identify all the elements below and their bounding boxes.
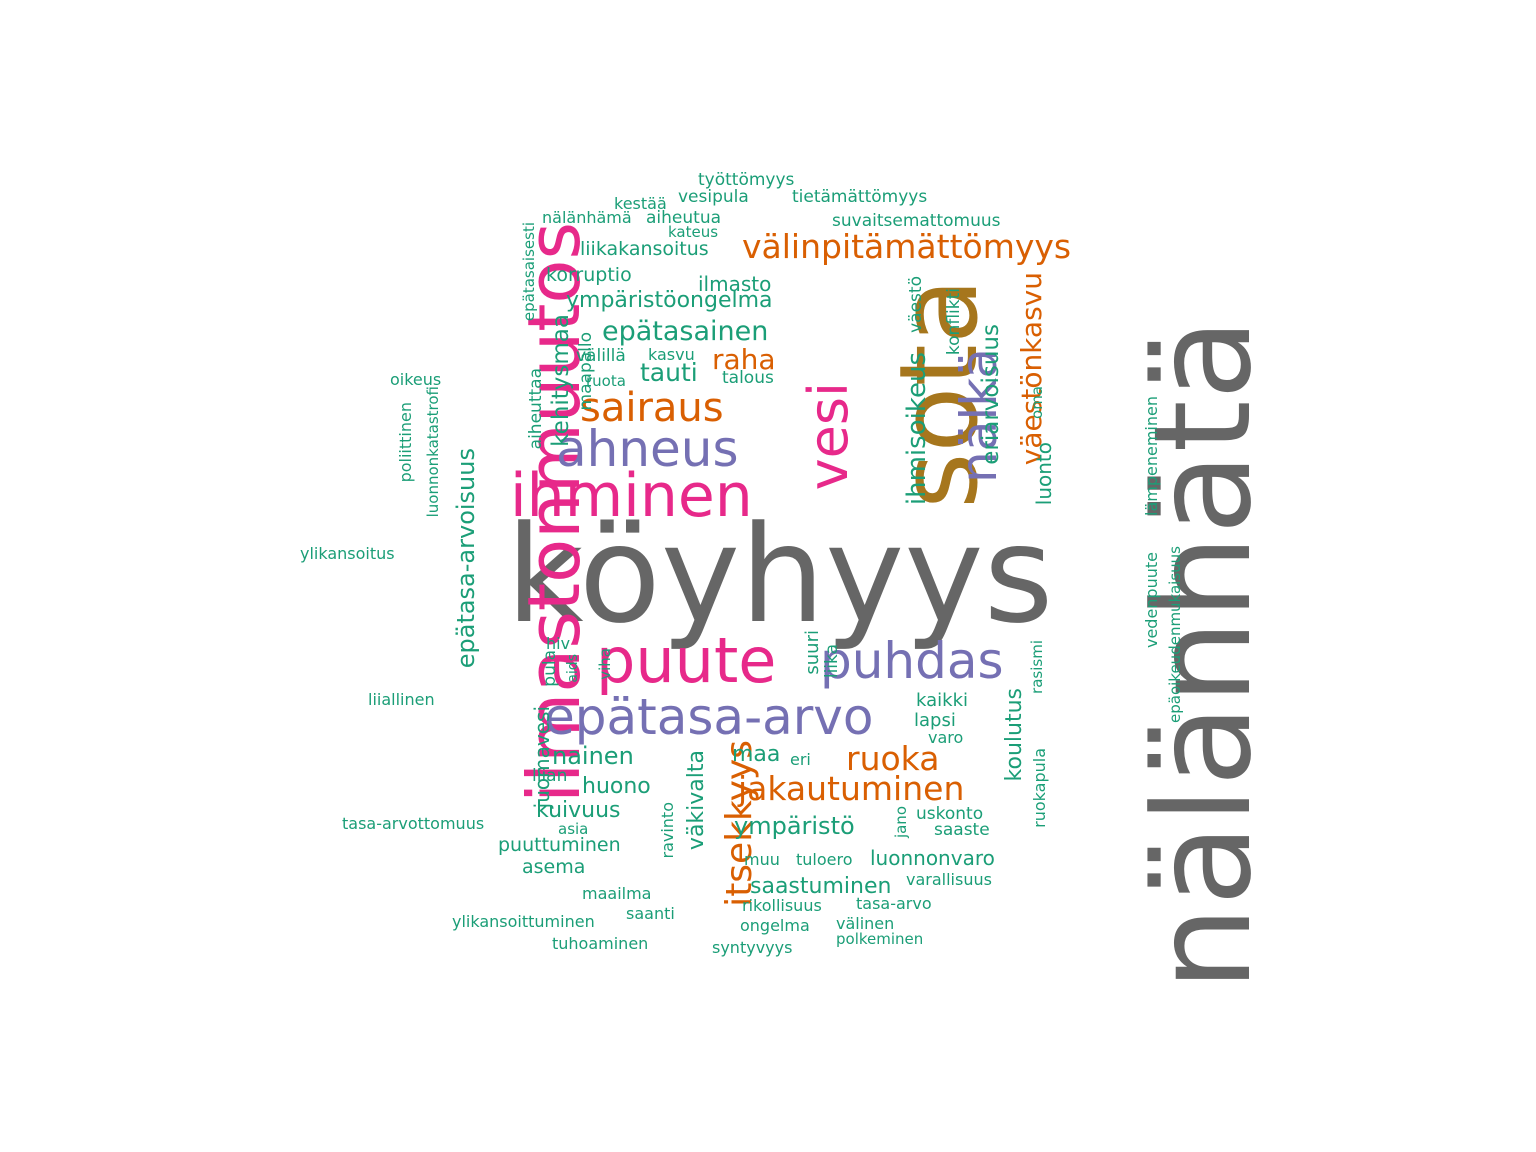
cloud-word: tasa-arvottomuus xyxy=(342,814,485,833)
cloud-word: suvaitsemattomuus xyxy=(832,211,1001,231)
cloud-word: muu xyxy=(744,850,780,869)
cloud-word: varo xyxy=(928,728,964,747)
cloud-word: oma xyxy=(1028,386,1046,419)
cloud-word: saanti xyxy=(626,904,675,923)
cloud-word: koulutus xyxy=(1002,688,1027,782)
cloud-word: poliittinen xyxy=(396,402,415,483)
cloud-word: maapallo xyxy=(576,332,596,411)
cloud-word: jakautuminen xyxy=(738,769,965,808)
cloud-word: uskonto xyxy=(916,804,984,824)
cloud-word: rasismi xyxy=(1028,640,1046,694)
cloud-word: ympäristöongelma xyxy=(566,288,773,313)
cloud-word: pula xyxy=(540,650,560,687)
cloud-word: ruoka xyxy=(846,739,940,778)
cloud-word: saaste xyxy=(934,820,990,840)
cloud-word: kehitysmaa xyxy=(548,314,574,447)
cloud-word: väkivalta xyxy=(684,750,709,851)
cloud-word: ympäristö xyxy=(734,812,855,840)
cloud-word: kestää xyxy=(614,194,667,213)
cloud-word: tietämättömyys xyxy=(792,187,928,207)
cloud-word: aids xyxy=(565,654,581,683)
cloud-word: liiallinen xyxy=(368,690,435,709)
cloud-word: asema xyxy=(522,856,586,878)
cloud-word: juomavesi xyxy=(530,706,554,809)
cloud-word: välinpitämättömyys xyxy=(742,227,1072,266)
cloud-word: ihmisoikeus xyxy=(902,352,932,506)
cloud-word: väestö xyxy=(906,276,926,333)
cloud-word: polkeminen xyxy=(836,930,924,948)
cloud-word: varallisuus xyxy=(906,870,992,889)
cloud-word: kaikki xyxy=(916,690,968,711)
cloud-word: maailma xyxy=(582,884,652,903)
cloud-word: sairaus xyxy=(580,385,724,431)
cloud-word: maa xyxy=(732,742,781,767)
cloud-word: aiheuttaa xyxy=(526,368,546,450)
cloud-word: viha xyxy=(596,648,614,680)
cloud-word: välinen xyxy=(836,914,895,933)
cloud-word: ongelma xyxy=(740,916,810,935)
cloud-word: ylikansoitus xyxy=(300,544,395,563)
cloud-word: saastuminen xyxy=(750,874,892,899)
cloud-word: lapsi xyxy=(914,710,956,731)
cloud-word: tuloero xyxy=(796,850,853,869)
cloud-word: ilmasto xyxy=(698,272,772,296)
cloud-word: luonto xyxy=(1032,442,1056,506)
cloud-word: syntyvyys xyxy=(712,938,793,957)
cloud-word: huono xyxy=(582,774,651,799)
cloud-word: puhdas xyxy=(820,632,1004,690)
cloud-word: asia xyxy=(558,820,589,838)
cloud-word: korruptio xyxy=(546,264,632,286)
cloud-word: tuhoaminen xyxy=(552,934,649,953)
cloud-word: epäoikeudenmukaisuus xyxy=(1166,546,1184,723)
cloud-word: jano xyxy=(892,806,910,839)
cloud-word: hiv xyxy=(546,634,571,653)
cloud-word: nälänhämä xyxy=(542,208,632,227)
cloud-word: väestönkasvu xyxy=(1015,272,1048,466)
cloud-word: konflikti xyxy=(944,288,964,356)
cloud-word: ravinto xyxy=(658,802,677,859)
cloud-word: luonnonvaro xyxy=(870,846,995,870)
cloud-word: työttömyys xyxy=(698,170,795,190)
cloud-word: ruota xyxy=(586,372,626,390)
cloud-word: tasa-arvo xyxy=(856,894,932,913)
cloud-word: puute xyxy=(596,624,777,697)
cloud-word: ylikansoittuminen xyxy=(452,912,595,931)
cloud-word: vesi xyxy=(797,382,860,491)
cloud-word: vedenpuute xyxy=(1142,552,1161,649)
cloud-word: ahneus xyxy=(556,420,739,478)
cloud-word: oikeus xyxy=(390,370,442,389)
cloud-word: lämpeneminen xyxy=(1142,396,1161,516)
cloud-word: kuivuus xyxy=(536,798,621,823)
cloud-word: liika xyxy=(822,644,842,679)
cloud-word: kateus xyxy=(668,223,719,241)
cloud-word: epätasaisesti xyxy=(520,222,538,322)
cloud-word: suuri xyxy=(802,630,823,675)
cloud-word: epätasainen xyxy=(602,316,769,347)
cloud-word: raha xyxy=(712,343,776,376)
cloud-word: liikakansoitus xyxy=(580,238,709,260)
cloud-word: nainen xyxy=(552,742,634,770)
cloud-word: välillä xyxy=(576,346,626,366)
cloud-word: liian xyxy=(532,766,568,786)
cloud-word: luonnonkatastrofi xyxy=(424,386,442,518)
cloud-word: rikollisuus xyxy=(742,896,822,915)
cloud-word: kasvu xyxy=(648,345,695,364)
cloud-word: eri xyxy=(790,750,811,769)
cloud-word: tauti xyxy=(640,358,698,387)
cloud-word: talous xyxy=(722,368,774,388)
cloud-word: epätasa-arvoisuus xyxy=(452,448,480,669)
cloud-word: puuttuminen xyxy=(498,834,621,856)
cloud-word: vesipula xyxy=(678,187,749,207)
cloud-word: aiheutua xyxy=(646,208,722,228)
cloud-word: eriarvoisuus xyxy=(978,324,1004,465)
cloud-word: epätasa-arvo xyxy=(544,688,874,746)
cloud-word: köyhyys xyxy=(506,497,1054,653)
cloud-word: ihminen xyxy=(510,461,753,531)
cloud-word: ruokapula xyxy=(1030,748,1049,828)
